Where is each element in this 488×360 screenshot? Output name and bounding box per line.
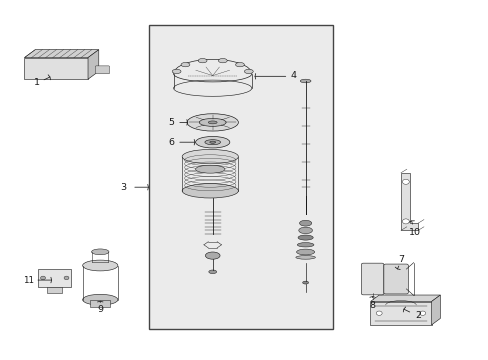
Circle shape <box>419 311 425 315</box>
Text: 9: 9 <box>97 305 103 314</box>
Ellipse shape <box>300 79 310 83</box>
Polygon shape <box>24 50 99 58</box>
Text: 8: 8 <box>369 301 375 310</box>
Ellipse shape <box>91 249 109 255</box>
Bar <box>38 269 71 287</box>
Ellipse shape <box>195 136 229 148</box>
Text: 11: 11 <box>23 276 34 284</box>
Text: 2: 2 <box>414 310 420 320</box>
Text: 1: 1 <box>34 78 40 87</box>
Ellipse shape <box>204 140 220 145</box>
Polygon shape <box>370 295 439 302</box>
Ellipse shape <box>172 69 181 73</box>
Text: 10: 10 <box>408 228 420 237</box>
Bar <box>370 302 430 325</box>
Polygon shape <box>430 295 439 325</box>
Ellipse shape <box>235 63 244 67</box>
Ellipse shape <box>181 63 189 67</box>
Ellipse shape <box>302 281 308 284</box>
Text: 4: 4 <box>290 71 296 80</box>
FancyBboxPatch shape <box>95 66 109 74</box>
Bar <box>149 25 332 329</box>
Ellipse shape <box>208 270 216 274</box>
Ellipse shape <box>208 121 217 124</box>
Circle shape <box>375 311 382 315</box>
Bar <box>24 58 88 79</box>
Ellipse shape <box>299 220 311 226</box>
Text: 3: 3 <box>120 183 126 192</box>
Ellipse shape <box>82 294 118 305</box>
Ellipse shape <box>297 243 313 247</box>
Ellipse shape <box>199 118 225 126</box>
Ellipse shape <box>195 165 224 173</box>
Ellipse shape <box>182 149 238 164</box>
Text: 7: 7 <box>398 255 404 264</box>
Ellipse shape <box>198 58 206 63</box>
Ellipse shape <box>296 249 314 255</box>
Bar <box>47 287 62 293</box>
Ellipse shape <box>205 252 220 259</box>
Text: 5: 5 <box>168 118 174 127</box>
Ellipse shape <box>297 235 312 240</box>
Ellipse shape <box>218 58 227 63</box>
Text: 6: 6 <box>168 138 174 147</box>
Ellipse shape <box>182 184 238 198</box>
Ellipse shape <box>82 260 118 271</box>
FancyBboxPatch shape <box>383 264 407 294</box>
Circle shape <box>402 219 408 224</box>
Ellipse shape <box>298 227 312 234</box>
Ellipse shape <box>186 114 238 131</box>
Bar <box>90 300 110 307</box>
Ellipse shape <box>244 69 253 73</box>
Ellipse shape <box>209 141 215 143</box>
Ellipse shape <box>295 256 315 259</box>
Circle shape <box>64 276 69 280</box>
FancyBboxPatch shape <box>361 263 383 295</box>
Circle shape <box>41 276 45 280</box>
Polygon shape <box>400 173 417 230</box>
Polygon shape <box>88 50 99 79</box>
Circle shape <box>402 179 408 184</box>
